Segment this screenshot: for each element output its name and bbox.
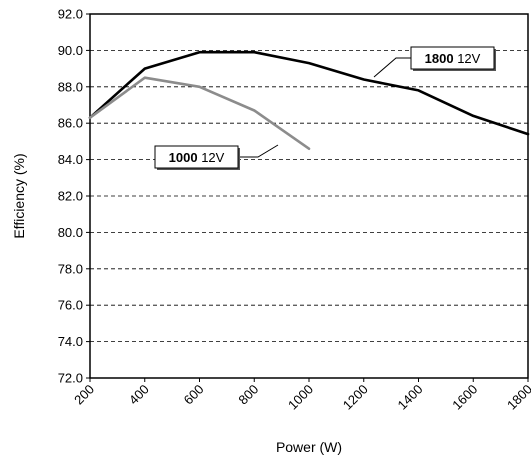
y-axis-title: Efficiency (%) xyxy=(11,153,27,238)
x-axis-title: Power (W) xyxy=(276,439,342,455)
callout-label: 1000 12V xyxy=(169,150,225,165)
y-tick-label: 78.0 xyxy=(58,261,83,276)
grid-lines xyxy=(90,50,528,341)
x-tick-label: 1000 xyxy=(285,382,316,413)
callout-label: 1800 12V xyxy=(425,51,481,66)
callout-leader-line xyxy=(374,58,411,77)
x-tick-label: 600 xyxy=(181,382,207,408)
y-tick-label: 90.0 xyxy=(58,43,83,58)
x-tick-label: 1200 xyxy=(340,382,371,413)
callout-leader-line xyxy=(238,145,278,157)
x-tick-label: 1400 xyxy=(395,382,426,413)
callout-label-rest: 12V xyxy=(454,51,481,66)
callout-label-rest: 12V xyxy=(198,150,225,165)
y-tick-label: 74.0 xyxy=(58,334,83,349)
y-tick-label: 92.0 xyxy=(58,7,83,22)
x-tick-label: 400 xyxy=(126,382,152,408)
y-tick-label: 76.0 xyxy=(58,298,83,313)
x-tick-label: 1600 xyxy=(449,382,480,413)
x-tick-label: 800 xyxy=(235,382,261,408)
y-tick-label: 88.0 xyxy=(58,79,83,94)
callout-label-bold: 1000 xyxy=(169,150,198,165)
y-tick-label: 80.0 xyxy=(58,225,83,240)
y-tick-label: 84.0 xyxy=(58,152,83,167)
y-tick-label: 86.0 xyxy=(58,116,83,131)
y-tick-label: 82.0 xyxy=(58,189,83,204)
y-tick-label: 72.0 xyxy=(58,371,83,386)
y-axis-ticks: 72.0 74.0 76.0 78.0 80.0 82.0 84.0 86.0 88.0 90.0… xyxy=(58,7,90,386)
callout-label-bold: 1800 xyxy=(425,51,454,66)
x-tick-label: 1800 xyxy=(504,382,531,413)
